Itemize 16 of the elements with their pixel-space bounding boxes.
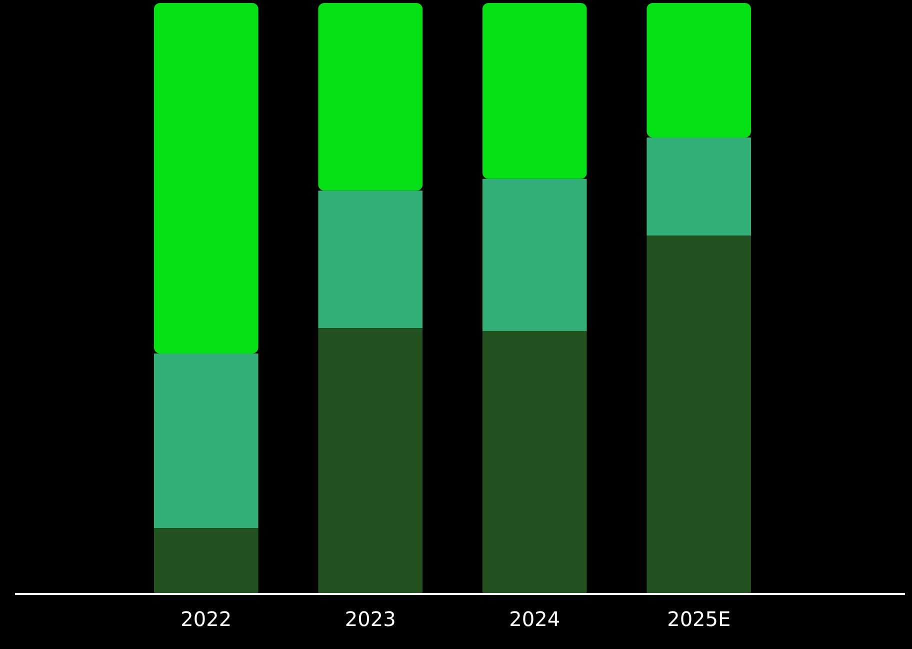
bar (482, 331, 587, 593)
bar (318, 190, 423, 328)
bar (646, 3, 752, 138)
bar (154, 528, 258, 593)
x-tick-label: 2022 (180, 607, 232, 632)
bar (154, 3, 258, 354)
x-tick-label: 2024 (509, 607, 560, 632)
bar (318, 328, 423, 593)
bar (154, 353, 258, 528)
bar (482, 3, 587, 179)
bar (318, 3, 423, 191)
bar (646, 235, 752, 593)
bar (482, 178, 587, 332)
x-tick-label: 2025E (667, 607, 731, 632)
bar (646, 138, 752, 236)
x-tick-label: 2023 (344, 607, 396, 632)
